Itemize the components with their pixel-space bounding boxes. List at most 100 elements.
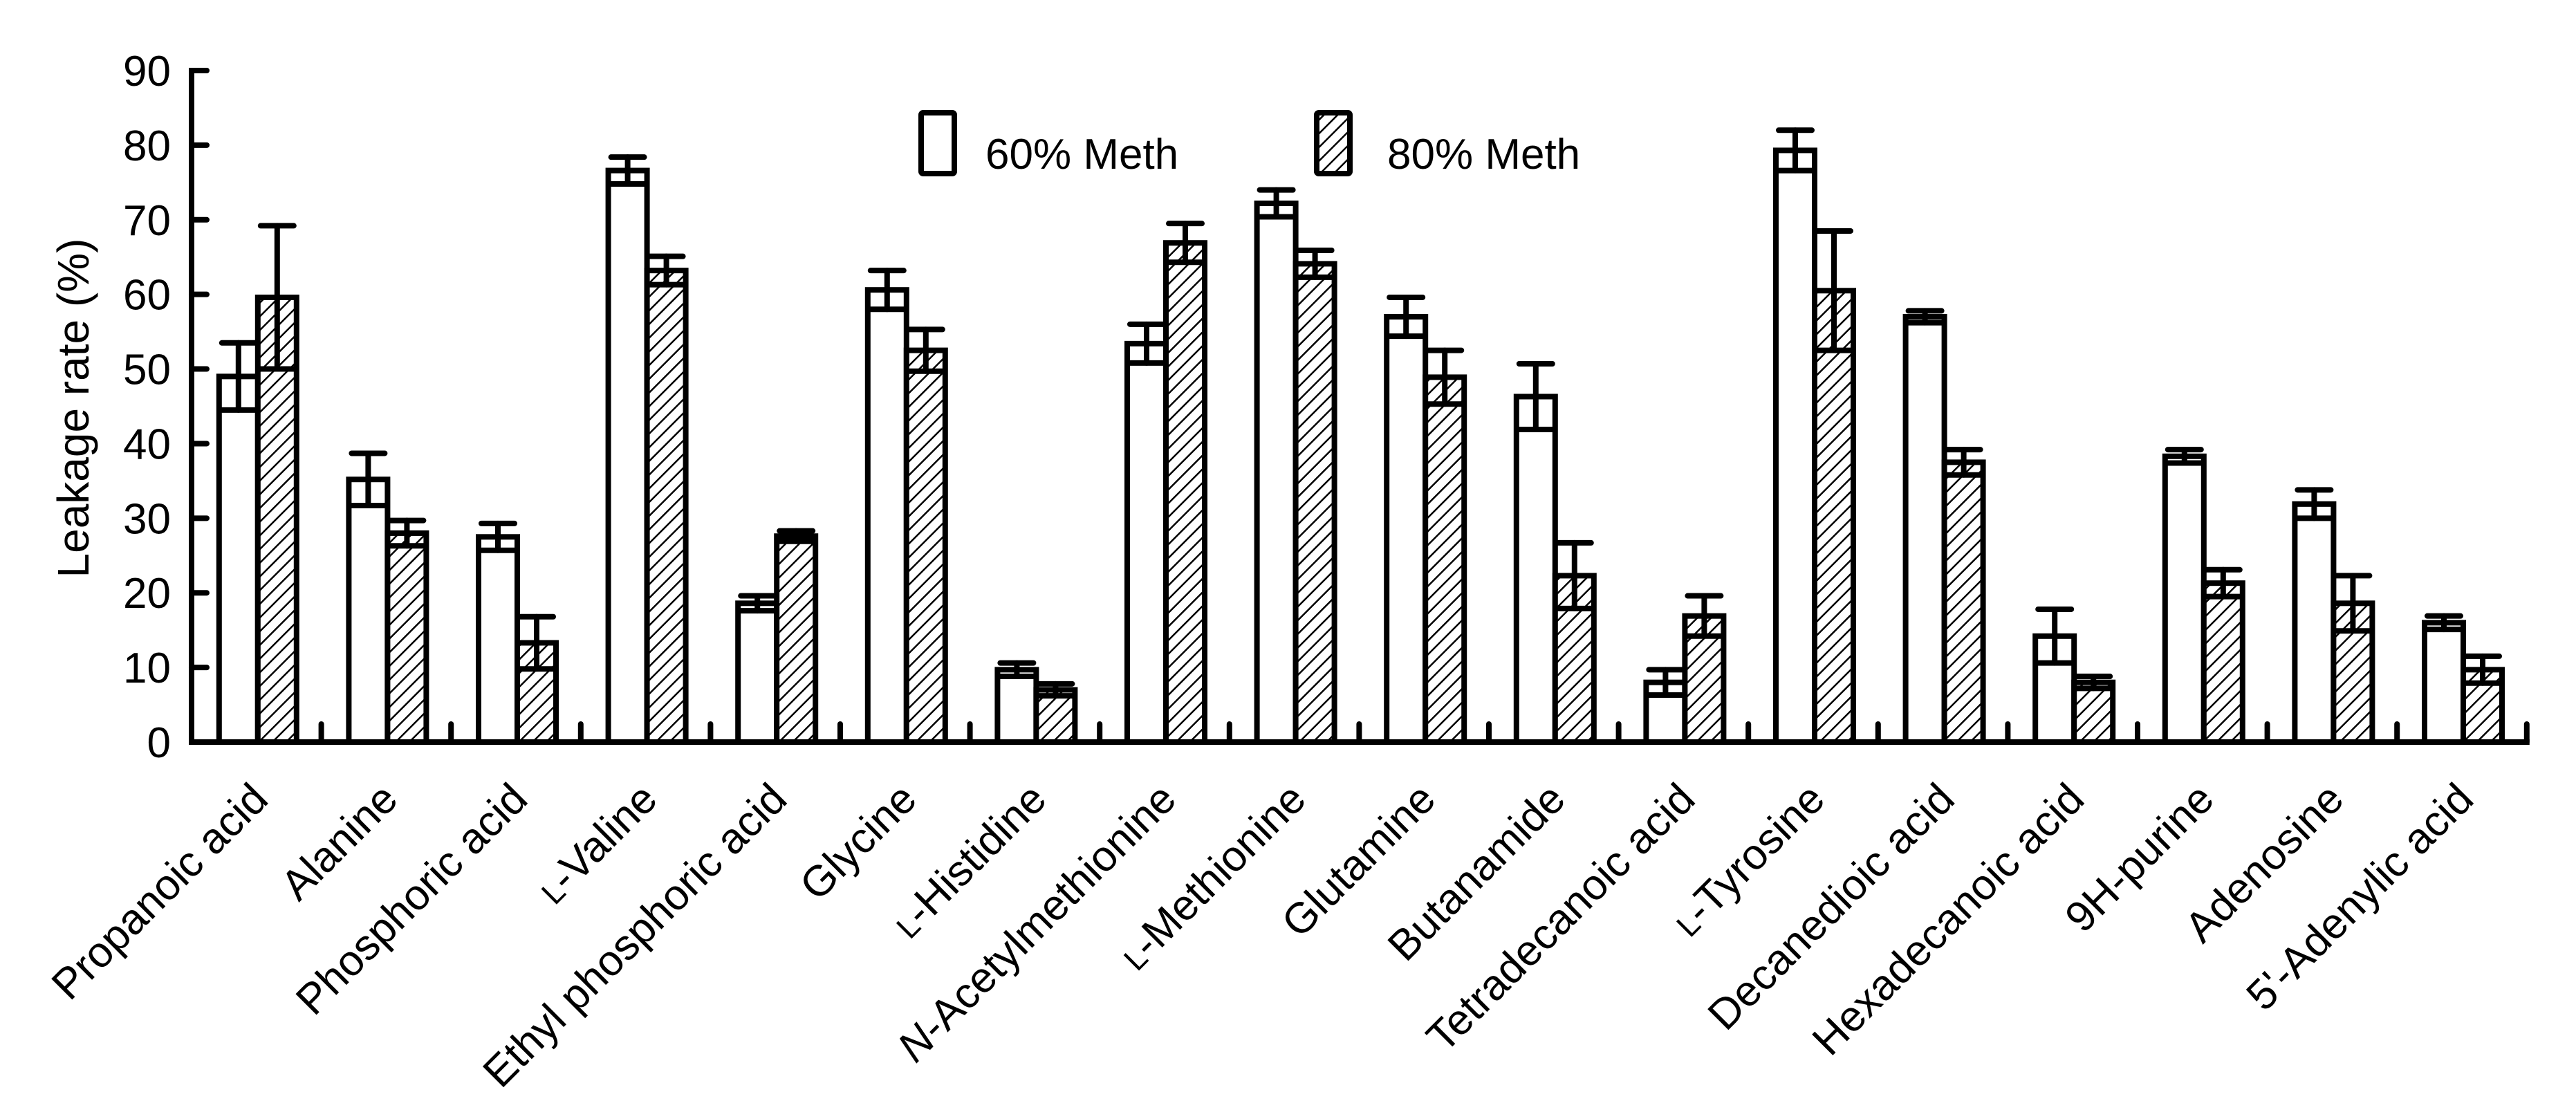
- bar-80-meth: [903, 347, 948, 746]
- error-bar-80-meth: [257, 223, 297, 372]
- error-bar-60-meth: [2295, 487, 2334, 521]
- legend-item-60: 60% Meth: [918, 110, 1178, 178]
- category-label: Glycine: [791, 775, 926, 909]
- error-bar-60-meth: [1776, 127, 1815, 174]
- category-label: Propanoic acid: [43, 775, 277, 1009]
- error-bars-layer: [219, 127, 2502, 699]
- category-label-text: -Valine: [540, 775, 666, 900]
- y-tick-label: 50: [123, 346, 171, 394]
- error-bar-80-meth: [1166, 221, 1205, 266]
- bar-60-meth: [735, 600, 780, 745]
- y-ticks: 0 10 20 30 40 50 60 70 80 90: [123, 48, 210, 767]
- error-bar-60-meth: [1905, 308, 1945, 326]
- bar-60-meth: [1124, 340, 1169, 745]
- y-tick-label: 90: [123, 48, 171, 95]
- category-label: 5'-Adenylic acid: [2237, 775, 2482, 1019]
- category-label-text: 5'-Adenylic acid: [2237, 775, 2482, 1019]
- bar-60-meth: [864, 287, 909, 745]
- category-label-text: Glycine: [791, 775, 926, 909]
- bar-80-meth: [644, 268, 689, 745]
- bar-80-meth: [1941, 459, 1986, 746]
- bar-80-meth: [1292, 261, 1337, 745]
- error-bar-80-meth: [1815, 228, 1853, 353]
- error-bar-80-meth: [2333, 573, 2373, 634]
- category-label: Phosphoric acid: [287, 775, 537, 1024]
- error-bar-60-meth: [1646, 667, 1685, 698]
- legend-label-60: 60% Meth: [985, 131, 1178, 178]
- bar-80-meth: [774, 533, 819, 746]
- category-label-text: Propanoic acid: [43, 775, 277, 1009]
- bar-60-meth: [476, 534, 520, 745]
- legend-swatch-60: [918, 110, 957, 176]
- legend: 60% Meth 80% Meth: [918, 110, 1580, 178]
- bar-80-meth: [1812, 288, 1856, 745]
- bar-60-meth: [2292, 501, 2337, 746]
- error-bar-60-meth: [2165, 447, 2204, 466]
- bar-60-meth: [1254, 201, 1299, 745]
- error-bar-60-meth: [1516, 361, 1555, 432]
- error-bar-60-meth: [2035, 606, 2075, 666]
- bar-80-meth: [384, 530, 429, 746]
- y-tick-label: 0: [147, 719, 171, 767]
- legend-swatch-80: [1314, 110, 1353, 176]
- error-bar-60-meth: [219, 340, 258, 413]
- bars-layer: [216, 147, 2505, 746]
- bar-60-meth: [994, 667, 1039, 745]
- category-label: Decanedioic acid: [1699, 775, 1964, 1039]
- error-bar-80-meth: [1295, 248, 1335, 280]
- x-ticks: [318, 721, 2530, 745]
- bar-60-meth: [346, 477, 391, 746]
- error-bar-80-meth: [1036, 681, 1075, 699]
- error-bar-80-meth: [517, 613, 556, 672]
- bar-80-meth: [1163, 240, 1207, 745]
- y-tick-label: 20: [123, 570, 171, 618]
- error-bar-60-meth: [1387, 294, 1426, 340]
- error-bar-60-meth: [1257, 187, 1296, 220]
- error-bar-60-meth: [738, 593, 777, 614]
- bar-60-meth: [216, 373, 261, 745]
- error-bar-80-meth: [1685, 593, 1724, 639]
- y-tick-label: 40: [123, 420, 171, 468]
- category-label-text: Alanine: [272, 775, 407, 909]
- category-label: Alanine: [272, 775, 407, 909]
- error-bar-60-meth: [997, 660, 1037, 680]
- y-tick-label: 60: [123, 272, 171, 320]
- error-bar-80-meth: [1555, 539, 1594, 611]
- bar-60-meth: [1384, 314, 1429, 745]
- bar-60-meth: [605, 167, 650, 745]
- error-bar-80-meth: [2074, 674, 2113, 692]
- bar-80-meth: [2200, 580, 2245, 745]
- bar-80-meth: [2071, 679, 2116, 746]
- category-label-text: Phosphoric acid: [287, 775, 537, 1024]
- bar-60-meth: [2422, 620, 2466, 746]
- error-bar-80-meth: [906, 326, 945, 374]
- error-bar-60-meth: [349, 450, 388, 508]
- error-bar-80-meth: [2203, 566, 2243, 600]
- error-bar-60-meth: [608, 154, 647, 187]
- bar-60-meth: [1902, 314, 1947, 745]
- bar-80-meth: [1552, 573, 1597, 745]
- error-bar-80-meth: [387, 517, 427, 549]
- error-bar-80-meth: [647, 253, 686, 288]
- bar-60-meth: [2162, 453, 2207, 746]
- error-bar-60-meth: [1127, 321, 1166, 366]
- y-axis-title: Leakage rate (%): [48, 239, 98, 578]
- legend-label-80: 80% Meth: [1387, 131, 1580, 178]
- error-bar-80-meth: [2463, 653, 2502, 686]
- y-tick-label: 80: [123, 122, 171, 170]
- error-bar-60-meth: [479, 520, 517, 553]
- legend-item-80: 80% Meth: [1314, 110, 1580, 178]
- category-label-text: Decanedioic acid: [1699, 775, 1964, 1039]
- error-bar-80-meth: [777, 528, 816, 544]
- error-bar-60-meth: [867, 268, 907, 313]
- bar-60-meth: [1513, 394, 1558, 745]
- y-tick-label: 30: [123, 495, 171, 543]
- error-bar-80-meth: [1944, 447, 1983, 478]
- y-tick-label: 70: [123, 197, 171, 245]
- bar-80-meth: [1423, 374, 1467, 745]
- y-tick-label: 10: [123, 645, 171, 692]
- error-bar-80-meth: [1425, 347, 1465, 407]
- error-bar-60-meth: [2425, 613, 2463, 633]
